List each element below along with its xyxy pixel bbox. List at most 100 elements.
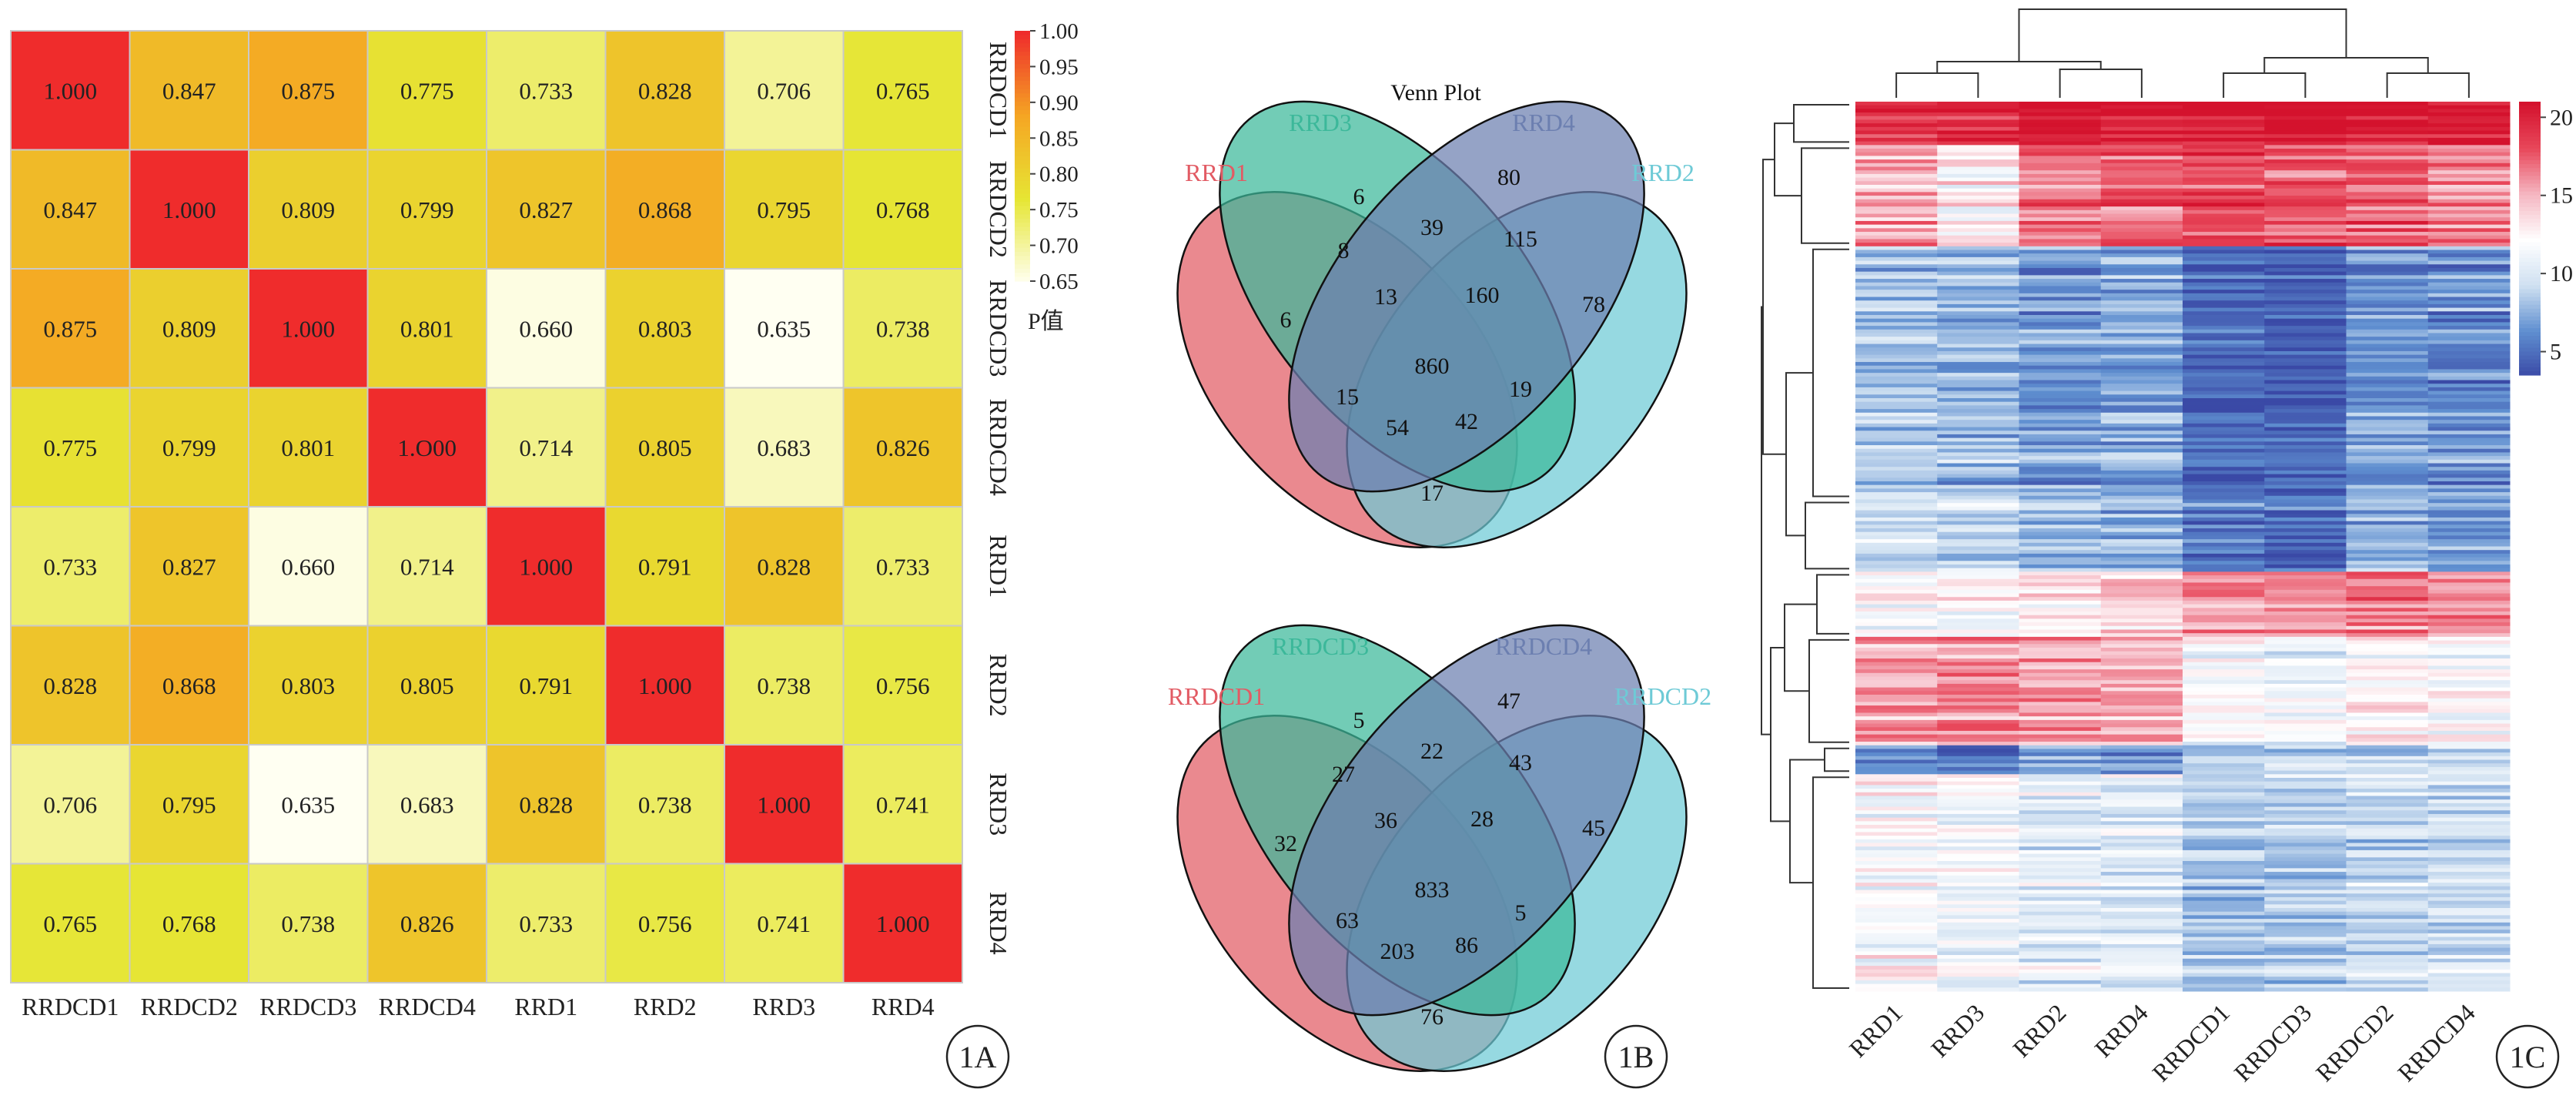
expression-cell xyxy=(1937,958,2019,963)
expression-cell xyxy=(2100,774,2183,779)
expression-cell xyxy=(2264,564,2347,569)
expression-cell xyxy=(1855,173,1938,179)
expression-cell xyxy=(2264,629,2347,634)
expression-cell xyxy=(2183,354,2265,359)
expression-cell xyxy=(2264,119,2347,124)
expression-cell xyxy=(2100,416,2183,421)
expression-cell xyxy=(2427,514,2511,518)
expression-cell xyxy=(2427,463,2511,467)
expression-cell xyxy=(2019,951,2102,956)
expression-cell xyxy=(2183,192,2265,196)
expression-cell xyxy=(2019,698,2102,702)
expression-cell xyxy=(2019,102,2102,106)
expression-cell xyxy=(2183,723,2265,728)
cell-value-label: 0.795 xyxy=(162,791,216,818)
expression-cell xyxy=(1855,350,1938,356)
expression-cell xyxy=(2183,933,2265,938)
expression-cell xyxy=(1855,564,1938,569)
expression-cell xyxy=(2019,843,2102,847)
expression-cell xyxy=(2427,260,2511,265)
colorbar-segment xyxy=(2519,223,2541,227)
expression-cell xyxy=(2183,702,2265,706)
expression-cell xyxy=(2346,922,2429,926)
expression-cell xyxy=(2427,170,2511,175)
expression-cell xyxy=(2427,683,2511,689)
expression-cell xyxy=(2183,267,2265,273)
expression-cell xyxy=(2427,445,2511,450)
expression-cell xyxy=(2264,849,2347,855)
dendrogram-link xyxy=(1808,638,1849,743)
expression-cell xyxy=(1937,742,2019,746)
expression-cell xyxy=(1855,879,1938,883)
expression-cell xyxy=(2427,405,2511,410)
expression-cell xyxy=(2183,597,2265,601)
expression-cell xyxy=(1937,582,2019,587)
expression-cell xyxy=(2427,828,2511,833)
expression-cell xyxy=(2183,900,2265,905)
venn-region-count: 47 xyxy=(1497,689,1521,714)
expression-cell xyxy=(2019,373,2102,377)
expression-cell xyxy=(2100,445,2183,450)
expression-cell xyxy=(2100,702,2183,706)
expression-cell xyxy=(1937,521,2019,525)
expression-cell xyxy=(1937,340,2019,345)
colorbar-segment xyxy=(1015,93,1030,99)
cell-value-label: 0.706 xyxy=(43,791,97,818)
expression-cell xyxy=(2100,810,2183,815)
expression-cell xyxy=(2183,470,2265,475)
expression-cell xyxy=(1855,145,1938,149)
expression-cell xyxy=(1855,246,1938,250)
expression-cell xyxy=(2264,900,2347,905)
expression-cell xyxy=(2019,792,2102,796)
expression-cell xyxy=(2183,980,2265,985)
expression-cell xyxy=(2427,553,2511,558)
expression-cell xyxy=(1937,192,2019,196)
expression-cell xyxy=(2019,727,2102,732)
expression-cell xyxy=(2427,582,2511,587)
expression-cell xyxy=(1937,962,2019,967)
expression-cell xyxy=(2183,423,2265,428)
expression-cell xyxy=(2019,112,2102,117)
expression-cell xyxy=(2183,365,2265,370)
expression-cell xyxy=(1855,947,1938,952)
expression-cell xyxy=(2019,564,2102,569)
expression-cell xyxy=(2264,813,2347,819)
expression-cell xyxy=(1855,691,1938,695)
expression-cell xyxy=(1937,420,2019,424)
expression-cell xyxy=(1937,405,2019,410)
colorbar-segment xyxy=(1015,276,1030,282)
expression-cell xyxy=(1937,365,2019,370)
expression-cell xyxy=(2019,973,2102,977)
expression-cell xyxy=(2427,163,2511,168)
expression-cell xyxy=(1937,196,2019,200)
colorbar-tick-label: 0.70 xyxy=(1039,234,1079,259)
venn-region-count: 42 xyxy=(1455,409,1478,434)
expression-cell xyxy=(2019,119,2102,124)
expression-cell xyxy=(2346,521,2429,525)
expression-cell xyxy=(2427,911,2511,916)
expression-cell xyxy=(2019,123,2102,128)
expression-cell xyxy=(2264,727,2347,732)
expression-cell xyxy=(2019,260,2102,265)
expression-cell xyxy=(1937,806,2019,811)
expression-cell xyxy=(2100,293,2183,298)
expression-cell xyxy=(2264,604,2347,608)
expression-cell xyxy=(1937,973,2019,977)
venn-region-count: 28 xyxy=(1470,806,1494,832)
expression-cell xyxy=(2427,770,2511,775)
expression-cell xyxy=(2183,886,2265,891)
expression-cell xyxy=(2183,695,2265,699)
expression-cell xyxy=(2427,727,2511,732)
expression-cell xyxy=(2100,926,2183,930)
expression-cell xyxy=(2346,553,2429,558)
expression-cell xyxy=(2019,789,2102,793)
expression-cell xyxy=(2346,213,2429,218)
expression-cell xyxy=(2427,933,2511,938)
expression-cell xyxy=(2019,896,2102,902)
expression-cell xyxy=(2019,347,2102,352)
expression-cell xyxy=(2264,470,2347,475)
expression-cell xyxy=(2427,662,2511,666)
expression-cell xyxy=(2346,658,2429,663)
expression-cell xyxy=(2183,849,2265,855)
expression-cell xyxy=(2427,875,2511,880)
